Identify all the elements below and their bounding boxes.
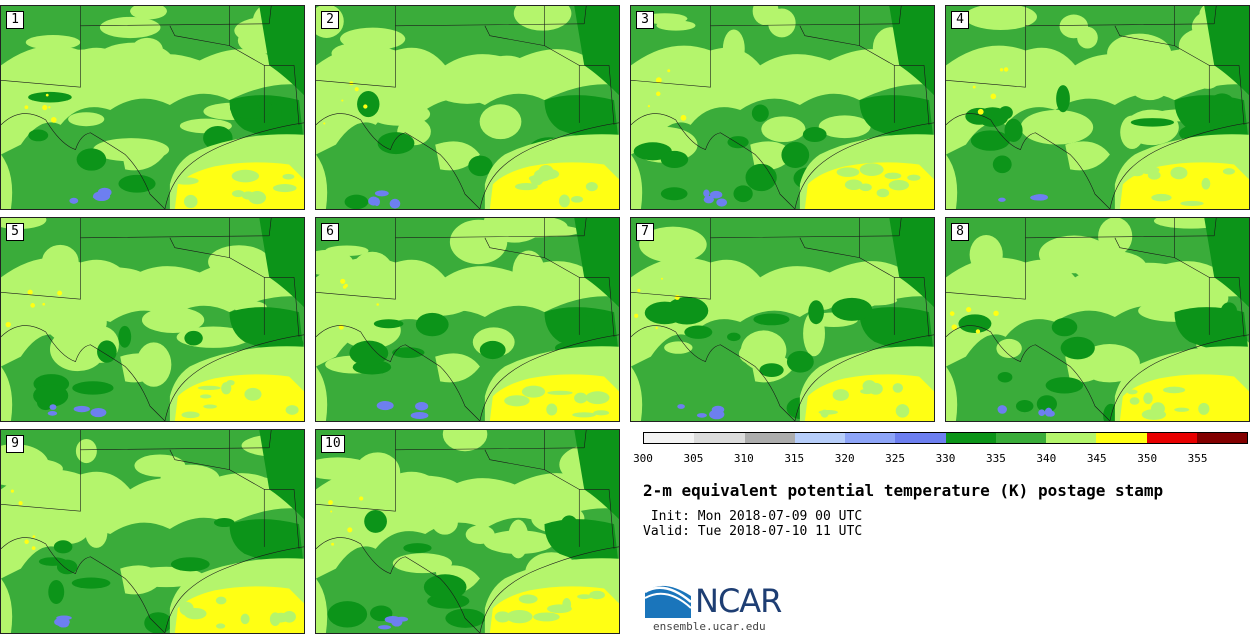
ncar-logo: NCAR ensemble.ucar.edu (643, 578, 803, 634)
member-map-2 (316, 6, 619, 209)
member-panel-1: 1 (0, 5, 305, 210)
member-panel-8: 8 (945, 217, 1250, 422)
ncar-logo-icon (644, 585, 692, 618)
ncar-logo-text: NCAR (695, 582, 782, 620)
valid-time: Valid: Tue 2018-07-10 11 UTC (643, 524, 863, 539)
colorbar (643, 432, 1248, 444)
colorbar-tick-label: 350 (1137, 452, 1158, 465)
colorbar-tick-label: 305 (683, 452, 704, 465)
colorbar-swatch (845, 433, 896, 443)
ncar-url: ensemble.ucar.edu (653, 620, 766, 633)
colorbar-tick-label: 325 (885, 452, 906, 465)
colorbar-swatch (895, 433, 946, 443)
member-map-7 (631, 218, 934, 421)
colorbar-tick-label: 300 (633, 452, 653, 465)
member-map-3 (631, 6, 934, 209)
member-label: 1 (6, 11, 24, 29)
member-label: 3 (636, 11, 654, 29)
member-label: 10 (321, 435, 345, 453)
member-map-5 (1, 218, 304, 421)
member-map-4 (946, 6, 1249, 209)
colorbar-swatch (945, 433, 996, 443)
colorbar-tick-label: 335 (985, 452, 1006, 465)
member-label: 5 (6, 223, 24, 241)
member-label: 9 (6, 435, 24, 453)
member-panel-6: 6 (315, 217, 620, 422)
member-panel-3: 3 (630, 5, 935, 210)
member-panel-7: 7 (630, 217, 935, 422)
member-map-1 (1, 6, 304, 209)
colorbar-swatch (1046, 433, 1097, 443)
member-panel-10: 10 (315, 429, 620, 634)
colorbar-swatch (794, 433, 845, 443)
colorbar-tick-label: 355 (1187, 452, 1208, 465)
member-map-6 (316, 218, 619, 421)
colorbar-tick-label: 315 (784, 452, 805, 465)
colorbar-swatch (644, 433, 695, 443)
colorbar-tick-label: 330 (935, 452, 956, 465)
member-label: 7 (636, 223, 654, 241)
member-label: 6 (321, 223, 339, 241)
colorbar-tick-label: 345 (1086, 452, 1107, 465)
member-panel-2: 2 (315, 5, 620, 210)
member-panel-9: 9 (0, 429, 305, 634)
colorbar-swatch (1196, 433, 1247, 443)
colorbar-swatch (1146, 433, 1197, 443)
member-label: 8 (951, 223, 969, 241)
member-map-8 (946, 218, 1249, 421)
colorbar-swatch (694, 433, 745, 443)
member-map-9 (1, 430, 304, 633)
member-panel-5: 5 (0, 217, 305, 422)
colorbar-swatch (744, 433, 795, 443)
member-label: 4 (951, 11, 969, 29)
colorbar-swatch (1096, 433, 1147, 443)
colorbar-swatch (995, 433, 1046, 443)
figure-title: 2-m equivalent potential temperature (K)… (643, 481, 1164, 500)
member-map-10 (316, 430, 619, 633)
member-panel-4: 4 (945, 5, 1250, 210)
init-time: Init: Mon 2018-07-09 00 UTC (643, 509, 863, 524)
colorbar-tick-label: 320 (834, 452, 855, 465)
colorbar-tick-label: 310 (733, 452, 754, 465)
member-label: 2 (321, 11, 339, 29)
colorbar-tick-label: 340 (1036, 452, 1057, 465)
